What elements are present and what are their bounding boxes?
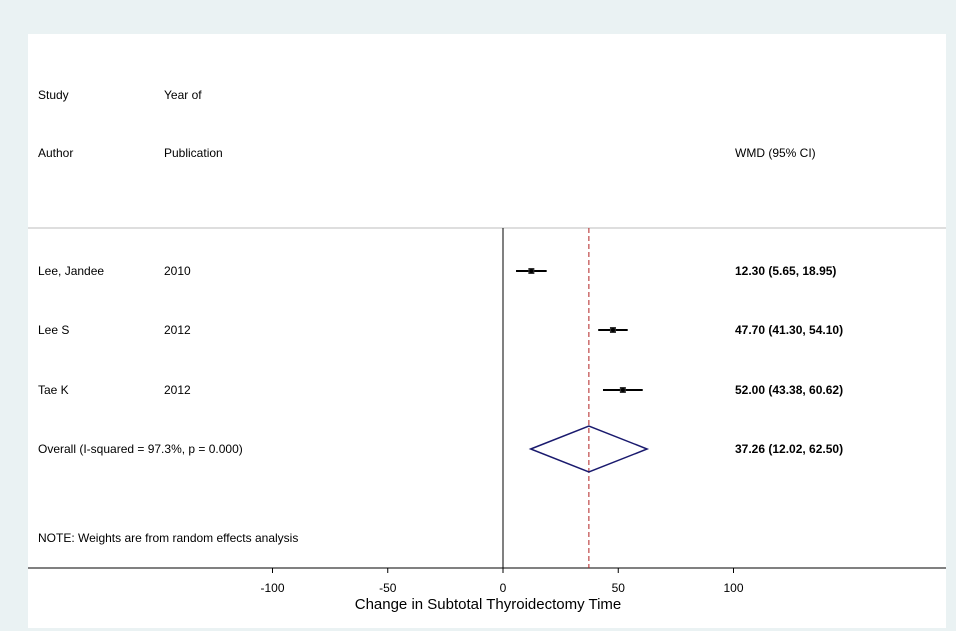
header-publication: Publication: [164, 146, 223, 160]
study-estimate-label: 12.30 (5.65, 18.95): [735, 264, 836, 278]
study-author: Tae K: [38, 383, 69, 397]
x-tick-label: 50: [612, 581, 626, 595]
study-estimate-label: 52.00 (43.38, 60.62): [735, 383, 843, 397]
header-wmd: WMD (95% CI): [735, 146, 816, 160]
study-author: Lee S: [38, 323, 69, 337]
overall-diamond: [528, 425, 650, 473]
overall-estimate-label: 37.26 (12.02, 62.50): [735, 442, 843, 456]
header-study: Study: [38, 88, 69, 102]
reference-lines: [502, 228, 590, 568]
overall-row: Overall (I-squared = 97.3%, p = 0.000) 37…: [38, 425, 843, 473]
header-year-of: Year of: [164, 88, 202, 102]
x-ticks: -100 -50 0 50 100: [260, 568, 744, 595]
study-point: [610, 328, 615, 332]
header-author: Author: [38, 146, 73, 160]
study-estimate-label: 47.70 (41.30, 54.10): [735, 323, 843, 337]
study-year: 2010: [164, 264, 191, 278]
x-tick-label: 0: [500, 581, 507, 595]
study-point: [620, 388, 625, 392]
x-tick-label: -50: [379, 581, 397, 595]
overall-label: Overall (I-squared = 97.3%, p = 0.000): [38, 442, 243, 456]
x-tick-label: -100: [260, 581, 284, 595]
study-year: 2012: [164, 323, 191, 337]
study-year: 2012: [164, 383, 191, 397]
study-author: Lee, Jandee: [38, 264, 104, 278]
x-tick-label: 100: [723, 581, 743, 595]
study-point: [529, 269, 534, 273]
x-axis-title: Change in Subtotal Thyroidectomy Time: [355, 596, 622, 613]
note-text: NOTE: Weights are from random effects an…: [38, 531, 298, 545]
study-rows: Lee, Jandee 2010 12.30 (5.65, 18.95) Lee S 2…: [38, 264, 843, 397]
plot-panel: [28, 34, 946, 628]
